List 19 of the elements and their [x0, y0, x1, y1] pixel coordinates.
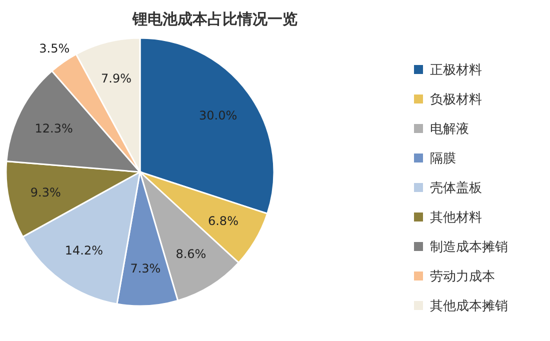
data-label: 3.5%	[39, 42, 70, 56]
data-label: 6.8%	[208, 214, 238, 228]
chart-title: 锂电池成本占比情况一览	[132, 10, 298, 28]
data-label: 14.2%	[64, 244, 104, 258]
legend-label: 劳动力成本	[430, 270, 495, 284]
legend-label: 制造成本摊销	[430, 240, 508, 255]
data-label: 7.3%	[130, 261, 161, 276]
legend-label: 电解液	[430, 122, 469, 137]
data-label: 9.3%	[30, 185, 61, 200]
data-label: 8.6%	[176, 246, 206, 261]
legend-label: 壳体盖板	[430, 180, 482, 196]
data-label: 30.0%	[199, 108, 238, 122]
legend-label: 负极材料	[430, 92, 482, 108]
legend-label: 隔膜	[430, 152, 456, 166]
data-label: 12.3%	[34, 122, 73, 136]
legend-label: 正极材料	[430, 63, 482, 78]
legend-label: 其他成本摊销	[430, 299, 508, 314]
data-label: 7.9%	[101, 71, 132, 86]
legend-label: 其他材料	[430, 210, 482, 226]
